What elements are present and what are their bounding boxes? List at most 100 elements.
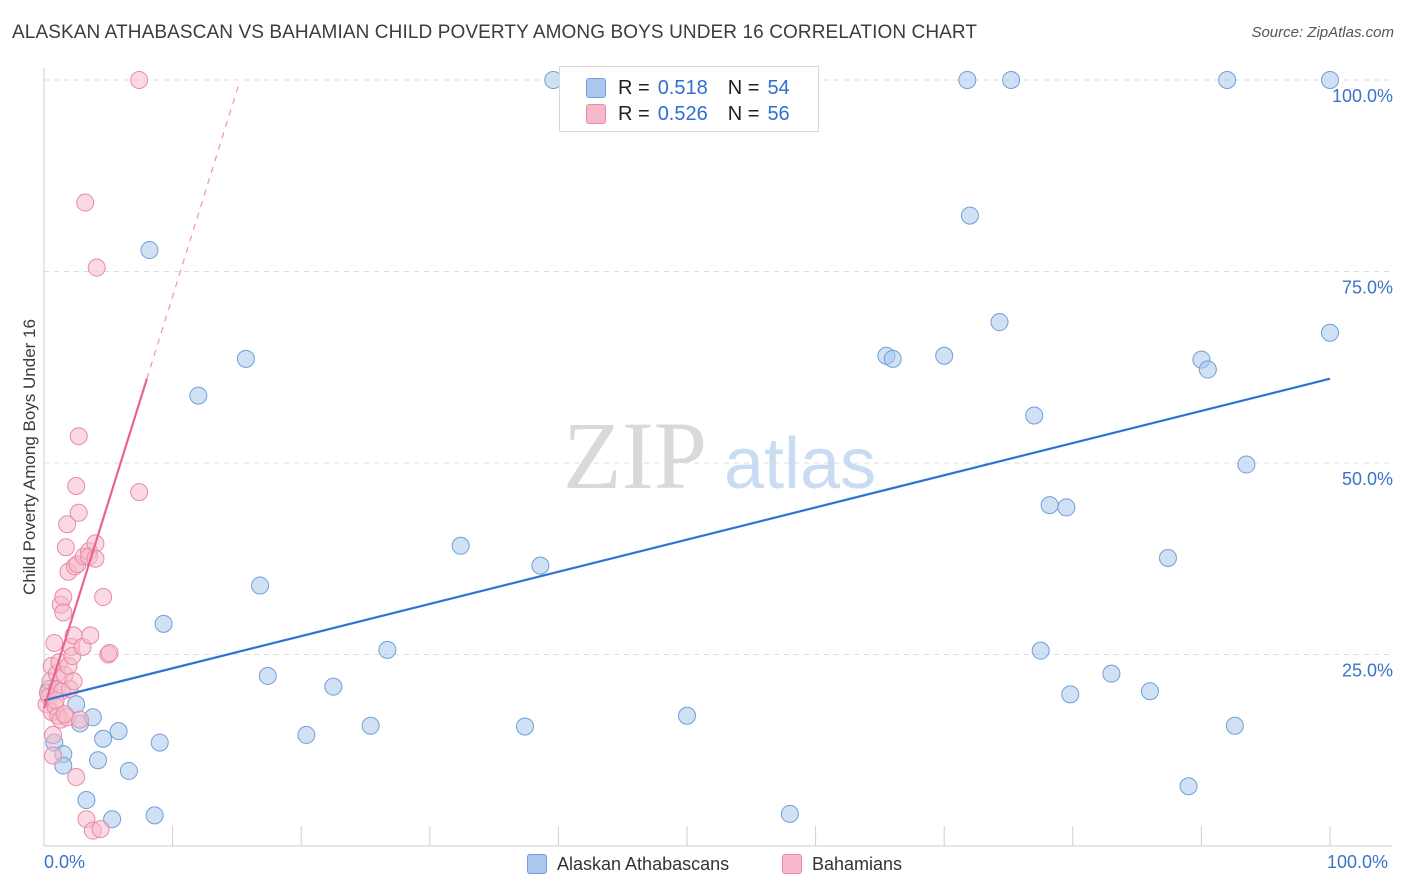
athabascan-point [103, 810, 122, 829]
series-swatch-pink [782, 854, 802, 874]
y-tick-labels: 25.0% 50.0% 75.0% 100.0% [1332, 86, 1393, 681]
y-tick-label: 100.0% [1332, 86, 1393, 106]
legend-n-label: N = [727, 102, 760, 125]
x-tick-label-max: 100.0% [1327, 852, 1389, 872]
athabascan-point [883, 349, 902, 368]
y-tick-label: 50.0% [1342, 469, 1393, 489]
legend-swatch-pink [586, 104, 606, 124]
series-legend-bahamians: Bahamians [782, 851, 902, 877]
athabascan-point [94, 729, 113, 748]
athabascan-trend-line [43, 377, 1331, 702]
bahamian-point [44, 725, 63, 744]
athabascan-point [1158, 548, 1177, 567]
athabascan-point [780, 804, 799, 823]
athabascan-point [1225, 716, 1244, 735]
bahamian-point [130, 483, 149, 502]
bahamian-point [44, 746, 63, 765]
bahamian-point [91, 820, 110, 839]
legend-n-value: 54 [767, 76, 790, 99]
athabascan-point [119, 761, 138, 780]
athabascan-point [1102, 664, 1121, 683]
athabascan-point [1040, 496, 1059, 515]
bahamian-point [56, 538, 75, 557]
watermark-zip: ZIP [563, 402, 707, 509]
legend-row-bahamians: R = 0.526 N = 56 [586, 101, 790, 127]
x-tick-label-min: 0.0% [44, 852, 86, 872]
bahamian-trend-line [42, 378, 148, 709]
athabascan-point [935, 346, 954, 365]
correlation-legend: R = 0.518 N = 54 R = 0.526 N = 56 [559, 66, 819, 132]
athabascan-point [361, 716, 380, 735]
bahamian-point [54, 588, 73, 607]
athabascan-point [89, 751, 108, 770]
athabascan-point [297, 725, 316, 744]
athabascan-point [1031, 641, 1050, 660]
athabascan-point [1179, 777, 1198, 796]
athabascan-point [531, 556, 550, 575]
athabascan-point [251, 576, 270, 595]
athabascan-point [1321, 71, 1339, 89]
bahamian-point [94, 588, 113, 607]
bahamian-point [69, 427, 88, 446]
athabascan-point [960, 206, 979, 225]
athabascan-point [378, 640, 397, 659]
athabascan-point [1061, 685, 1080, 704]
bahamian-point [71, 710, 90, 729]
bahamian-point [67, 476, 86, 495]
athabascan-point [1218, 71, 1237, 89]
source-attribution: Source: ZipAtlas.com [1251, 24, 1394, 41]
series-legend-athabascans: Alaskan Athabascans [527, 851, 729, 877]
legend-r-label: R = [618, 102, 650, 125]
legend-n-label: N = [727, 76, 760, 99]
athabascan-point [1140, 682, 1159, 701]
bahamian-point [87, 258, 106, 277]
athabascan-point [1025, 406, 1044, 425]
athabascan-point [145, 806, 164, 825]
y-axis-label: Child Poverty Among Boys Under 16 [20, 319, 39, 595]
data-points [37, 71, 1339, 840]
bahamian-point [100, 643, 119, 662]
athabascan-point [1002, 71, 1021, 89]
athabascan-point [189, 386, 208, 405]
trend-lines [42, 82, 1331, 709]
athabascan-point [678, 706, 696, 725]
athabascan-point [1321, 323, 1339, 342]
series-legend-label: Bahamians [812, 853, 903, 874]
bahamian-point [130, 71, 149, 89]
bahamian-point [67, 768, 86, 787]
legend-r-label: R = [618, 76, 650, 99]
legend-row-athabascans: R = 0.518 N = 54 [586, 75, 790, 101]
athabascan-point [958, 71, 977, 89]
series-swatch-blue [527, 854, 547, 874]
athabascan-point [990, 313, 1009, 332]
bahamian-point [81, 626, 100, 645]
watermark-atlas: atlas [724, 424, 876, 504]
bahamian-trend-line-extension [146, 82, 241, 379]
bahamian-point [64, 672, 83, 691]
athabascan-point [236, 349, 255, 368]
bahamian-point [69, 503, 88, 522]
athabascan-point [77, 791, 96, 810]
watermark: ZIP atlas [563, 402, 876, 509]
bahamian-point [55, 705, 74, 724]
legend-r-value: 0.526 [657, 102, 708, 125]
athabascan-point [1057, 498, 1076, 517]
athabascan-point [150, 733, 169, 752]
athabascan-point [324, 677, 343, 696]
series-legend-label: Alaskan Athabascans [557, 853, 730, 874]
athabascan-point [258, 666, 277, 685]
athabascan-point [1237, 455, 1256, 474]
athabascan-point [109, 722, 128, 741]
athabascan-point [140, 241, 159, 260]
bahamian-point [45, 634, 64, 653]
athabascan-point [1198, 360, 1217, 379]
y-tick-label: 75.0% [1342, 278, 1393, 298]
bahamian-point [76, 193, 95, 212]
gridlines [44, 79, 1392, 655]
legend-swatch-blue [586, 78, 606, 98]
axes [43, 68, 1392, 847]
y-tick-label: 25.0% [1342, 661, 1393, 681]
legend-n-value: 56 [767, 102, 790, 125]
athabascan-point [154, 614, 173, 633]
